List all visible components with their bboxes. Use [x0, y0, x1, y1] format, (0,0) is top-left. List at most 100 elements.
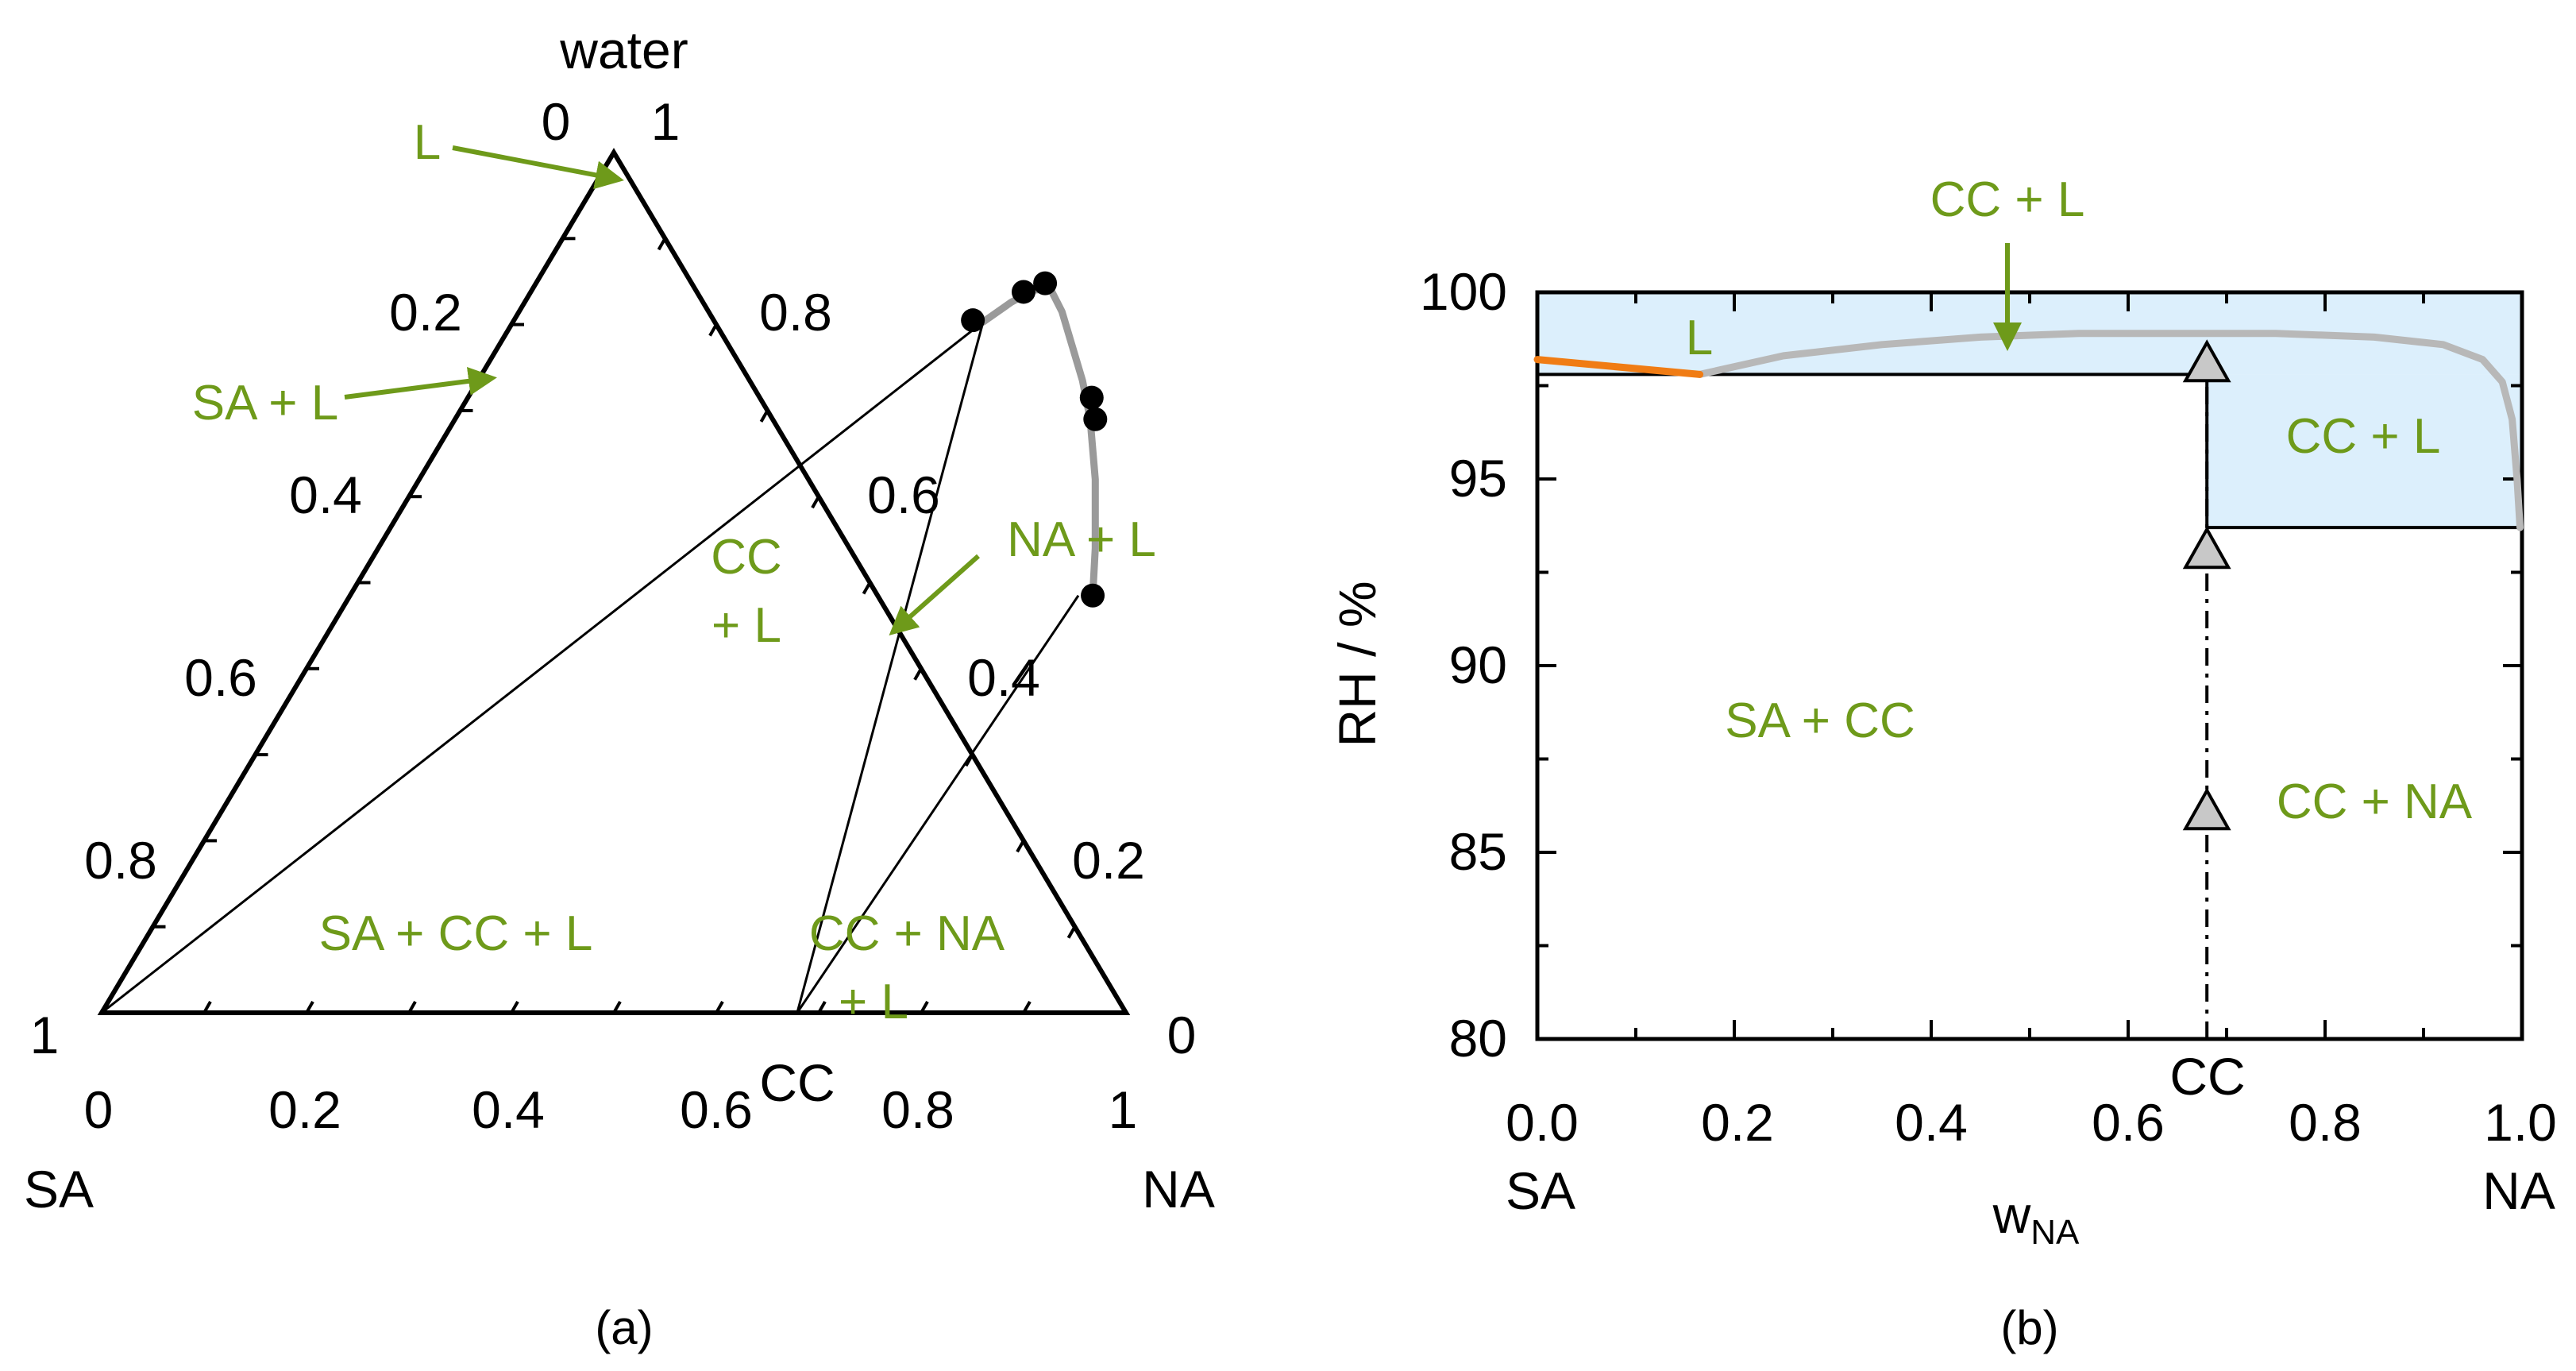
- ternary-data-point: [1083, 407, 1108, 431]
- region-label-cc-l-top: CC + L: [1930, 172, 2085, 227]
- ternary-panel: water SA NA CC 0 0.2 0.4 0.6 0.8 1 0 0.2…: [24, 21, 1215, 1354]
- rh-liquidus-curve: [1696, 330, 2524, 531]
- tie-line-eutonic-cc: [796, 321, 985, 1014]
- x-tick-label: 0.8: [2289, 1093, 2362, 1152]
- right-tick-label: 0.2: [1072, 831, 1145, 890]
- ternary-tick: [305, 1001, 314, 1014]
- ternary-tick: [612, 1001, 622, 1014]
- rh-panel: RH / % wNA SA NA CC 0.0 0.2 0.4 0.6 0.8 …: [1328, 172, 2557, 1354]
- ternary-tick: [708, 323, 718, 337]
- end-label-na: NA: [2482, 1161, 2555, 1220]
- rh-curves: [1533, 330, 2524, 531]
- liquid-region-right: [2207, 374, 2522, 528]
- region-label-cc-l: CC: [711, 530, 782, 585]
- right-tick-label: 1: [651, 92, 681, 151]
- ternary-tick: [510, 1001, 519, 1014]
- caption-a: (a): [595, 1301, 653, 1354]
- bottom-tick-label: 0.4: [472, 1080, 545, 1139]
- y-tick-label: 90: [1449, 635, 1507, 694]
- ternary-data-point: [1012, 280, 1035, 304]
- annotation-arrow-sa-l: [344, 366, 497, 400]
- region-label-sa-cc: SA + CC: [1725, 693, 1915, 748]
- region-label-na-l: NA + L: [1007, 512, 1156, 567]
- ternary-tick: [1016, 840, 1025, 853]
- bottom-tick-label: 0: [84, 1080, 114, 1139]
- right-tick-label: 0.4: [967, 648, 1040, 707]
- rh-orange-curve: [1533, 356, 1704, 378]
- tie-line-cc-eutonic: [796, 594, 1080, 1014]
- right-tick-label: 0: [1167, 1006, 1197, 1064]
- ternary-tick: [1022, 1001, 1032, 1014]
- x-axis-title-sub: NA: [2030, 1213, 2080, 1252]
- ternary-tick: [657, 238, 667, 251]
- triangle-marker: [2182, 339, 2231, 383]
- tie-line-sa-eutonic: [101, 321, 984, 1014]
- x-tick-label: 1.0: [2484, 1093, 2557, 1152]
- caption-b: (b): [2000, 1301, 2058, 1354]
- region-label-cc-na-l: + L: [839, 975, 908, 1029]
- vertex-label-sa: SA: [24, 1160, 94, 1218]
- ternary-data-point: [1081, 583, 1105, 608]
- region-label-cc-l-right: CC + L: [2286, 409, 2441, 464]
- rh-markers: [2182, 339, 2231, 831]
- y-tick-label: 80: [1449, 1009, 1507, 1068]
- ternary-tick: [1066, 925, 1077, 939]
- triangle-marker: [2182, 526, 2231, 570]
- vertex-label-water: water: [559, 21, 688, 79]
- right-tick-label: 0.8: [759, 283, 832, 342]
- left-tick-label: 1: [30, 1006, 60, 1064]
- x-axis-title-main: w: [1992, 1185, 2031, 1244]
- x-tick-label: 0.2: [1701, 1093, 1774, 1152]
- ternary-tick: [202, 1001, 212, 1014]
- triangle-marker: [2182, 787, 2231, 831]
- ternary-tick: [913, 667, 923, 681]
- bottom-tick-label: 0.8: [881, 1080, 954, 1139]
- vertex-label-na: NA: [1142, 1160, 1215, 1218]
- ternary-data-points: [961, 271, 1108, 608]
- ternary-triangle: [97, 148, 1131, 1015]
- bottom-tick-label: 1: [1109, 1080, 1138, 1139]
- rh-ticks: [1536, 291, 2524, 1041]
- region-label-cc-na-l: CC + NA: [809, 906, 1005, 961]
- region-label-l: L: [414, 115, 441, 170]
- ternary-tick: [759, 409, 769, 423]
- x-tick-label: 0.0: [1506, 1093, 1579, 1152]
- region-label-l-b: L: [1686, 311, 1713, 365]
- x-axis-title: wNA: [1992, 1185, 2080, 1252]
- ternary-tick: [920, 1001, 929, 1014]
- ternary-data-point: [1033, 271, 1058, 295]
- region-label-sa-l: SA + L: [192, 376, 338, 431]
- annotation-arrow-na-l: [889, 554, 980, 635]
- compound-label-cc: CC: [759, 1053, 835, 1112]
- y-tick-label: 85: [1449, 822, 1507, 881]
- left-tick-label: 0.6: [184, 648, 257, 707]
- region-label-cc-na: CC + NA: [2277, 774, 2473, 829]
- x-tick-label: 0.4: [1895, 1093, 1968, 1152]
- compound-label-cc-b: CC: [2169, 1047, 2245, 1106]
- bottom-tick-label: 0.6: [680, 1080, 753, 1139]
- left-tick-label: 0.4: [289, 465, 362, 524]
- ternary-tick: [964, 754, 974, 767]
- rh-boundaries: [1537, 373, 2522, 1039]
- left-tick-label: 0.8: [84, 831, 157, 890]
- end-label-sa: SA: [1506, 1161, 1575, 1220]
- ternary-tick: [407, 1001, 417, 1014]
- left-tick-label: 0: [542, 92, 571, 151]
- ternary-tick: [862, 581, 872, 595]
- ternary-tick: [811, 496, 820, 509]
- ternary-lines: [97, 148, 1131, 1015]
- ternary-tick: [817, 1001, 827, 1014]
- ternary-ticks: [152, 237, 1077, 1014]
- x-tick-label: 0.6: [2092, 1093, 2165, 1152]
- bottom-tick-label: 0.2: [268, 1080, 341, 1139]
- y-axis-title: RH / %: [1328, 581, 1386, 747]
- y-tick-label: 95: [1449, 449, 1507, 508]
- annotation-arrow-l: [452, 145, 624, 190]
- right-tick-label: 0.6: [867, 465, 940, 524]
- region-label-sa-cc-l: SA + CC + L: [319, 906, 593, 961]
- y-tick-label: 100: [1420, 262, 1507, 321]
- ternary-tick: [715, 1001, 724, 1014]
- ternary-data-point: [961, 308, 985, 333]
- left-tick-label: 0.2: [389, 283, 462, 342]
